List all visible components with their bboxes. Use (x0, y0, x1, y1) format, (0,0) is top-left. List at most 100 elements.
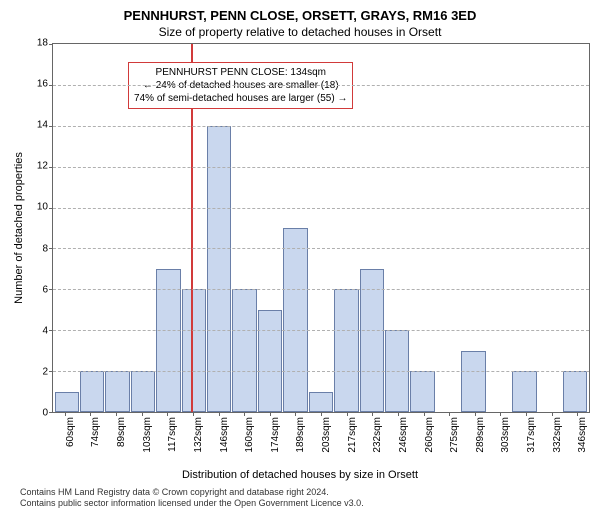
xtick-slot: 160sqm (231, 413, 257, 467)
xtick-label: 189sqm (295, 417, 306, 453)
ytick-mark (49, 248, 53, 249)
ytick-mark (49, 330, 53, 331)
xtick-mark (577, 412, 578, 416)
xtick-label: 132sqm (193, 417, 204, 453)
xtick-slot: 60sqm (52, 413, 78, 467)
xtick-mark (526, 412, 527, 416)
xtick-slot: 203sqm (308, 413, 334, 467)
ytick-label: 10 (37, 202, 48, 213)
xtick-label: 303sqm (500, 417, 511, 453)
ytick-label: 0 (42, 408, 48, 419)
xtick-mark (347, 412, 348, 416)
xtick-slot: 260sqm (411, 413, 437, 467)
xtick-label: 232sqm (372, 417, 383, 453)
bar-slot (486, 44, 511, 412)
xtick-mark (449, 412, 450, 416)
chart-footer: Contains HM Land Registry data © Crown c… (10, 487, 590, 510)
bar (461, 351, 485, 412)
xtick-mark (500, 412, 501, 416)
bar (334, 289, 358, 412)
xtick-label: 346sqm (577, 417, 588, 453)
ytick-label: 8 (42, 243, 48, 254)
bar-slot (537, 44, 562, 412)
ytick-label: 6 (42, 284, 48, 295)
bar (563, 371, 587, 412)
ytick-mark (49, 289, 53, 290)
x-axis-label: Distribution of detached houses by size … (10, 469, 590, 481)
annotation-line2: ← 24% of detached houses are smaller (18… (134, 79, 347, 92)
bar (105, 371, 129, 412)
xtick-mark (167, 412, 168, 416)
xtick-slot: 317sqm (513, 413, 539, 467)
xtick-mark (193, 412, 194, 416)
plot-row: Number of detached properties 0246810121… (10, 43, 590, 413)
ytick-label: 18 (37, 38, 48, 49)
ytick-label: 14 (37, 120, 48, 131)
bar-slot (54, 44, 79, 412)
xtick-label: 117sqm (167, 417, 178, 452)
xtick-slot: 303sqm (488, 413, 514, 467)
plot-area: PENNHURST PENN CLOSE: 134sqm ← 24% of de… (52, 43, 590, 413)
bar-slot (359, 44, 384, 412)
chart-titles: PENNHURST, PENN CLOSE, ORSETT, GRAYS, RM… (10, 8, 590, 39)
xtick-label: 74sqm (90, 417, 101, 447)
xtick-slot: 332sqm (539, 413, 565, 467)
xtick-label: 146sqm (219, 417, 230, 453)
bar-slot (105, 44, 130, 412)
xtick-mark (90, 412, 91, 416)
ytick-mark (49, 208, 53, 209)
gridline (53, 371, 589, 372)
xtick-slot: 146sqm (206, 413, 232, 467)
xtick-mark (398, 412, 399, 416)
xticks-container: 60sqm74sqm89sqm103sqm117sqm132sqm146sqm1… (52, 413, 590, 467)
xtick-slot: 189sqm (283, 413, 309, 467)
footer-line1: Contains HM Land Registry data © Crown c… (20, 487, 590, 498)
xtick-label: 246sqm (398, 417, 409, 453)
xtick-mark (65, 412, 66, 416)
xtick-slot: 289sqm (462, 413, 488, 467)
bar (283, 228, 307, 412)
xtick-mark (372, 412, 373, 416)
bar-slot (512, 44, 537, 412)
bar (410, 371, 434, 412)
ytick-mark (49, 44, 53, 45)
xtick-slot: 346sqm (565, 413, 591, 467)
bar (360, 269, 384, 412)
gridline (53, 208, 589, 209)
xtick-mark (219, 412, 220, 416)
xtick-mark (475, 412, 476, 416)
xtick-slot: 174sqm (257, 413, 283, 467)
bar (156, 269, 180, 412)
xtick-label: 275sqm (449, 417, 460, 453)
bar-slot (410, 44, 435, 412)
ytick-mark (49, 126, 53, 127)
gridline (53, 330, 589, 331)
ytick-label: 4 (42, 325, 48, 336)
xtick-label: 317sqm (526, 417, 537, 453)
xtick-slot: 103sqm (129, 413, 155, 467)
xtick-slot: 246sqm (385, 413, 411, 467)
gridline (53, 85, 589, 86)
ytick-mark (49, 167, 53, 168)
gridline (53, 167, 589, 168)
xtick-label: 203sqm (321, 417, 332, 453)
xtick-slot: 232sqm (360, 413, 386, 467)
xtick-mark (270, 412, 271, 416)
bar (232, 289, 256, 412)
xtick-mark (142, 412, 143, 416)
bar-slot (461, 44, 486, 412)
annotation-box: PENNHURST PENN CLOSE: 134sqm ← 24% of de… (128, 62, 353, 109)
bar (258, 310, 282, 412)
ytick-mark (49, 85, 53, 86)
gridline (53, 289, 589, 290)
chart-subtitle: Size of property relative to detached ho… (10, 25, 590, 39)
xtick-slot: 132sqm (180, 413, 206, 467)
bar-slot (79, 44, 104, 412)
bar (182, 289, 206, 412)
ytick-label: 16 (37, 79, 48, 90)
bar (309, 392, 333, 412)
ytick-mark (49, 371, 53, 372)
annotation-line3: 74% of semi-detached houses are larger (… (134, 92, 347, 105)
ytick-column: 024681012141618 (28, 43, 52, 413)
annotation-line1: PENNHURST PENN CLOSE: 134sqm (134, 66, 347, 79)
